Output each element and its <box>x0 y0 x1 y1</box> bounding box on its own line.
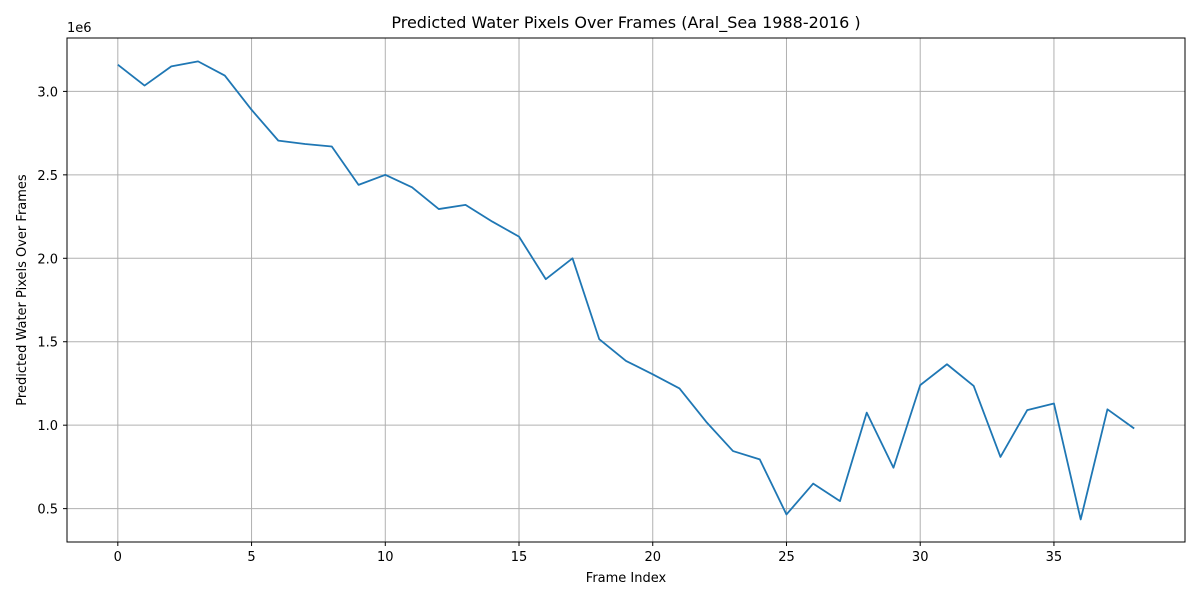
y-tick-label: 0.5 <box>37 503 58 518</box>
y-axis-scale-label: 1e6 <box>67 21 92 36</box>
y-axis: 0.5 1.0 1.5 2.0 2.5 3.0 <box>37 85 67 518</box>
x-tick-label: 30 <box>912 550 929 565</box>
x-axis: 0 5 10 15 20 25 30 35 <box>114 542 1063 565</box>
x-axis-title: Frame Index <box>586 571 667 586</box>
y-tick-label: 2.0 <box>37 252 58 267</box>
x-tick-label: 20 <box>644 550 661 565</box>
x-tick-label: 5 <box>247 550 255 565</box>
x-tick-label: 15 <box>511 550 528 565</box>
grid <box>67 38 1185 542</box>
y-tick-label: 1.0 <box>37 419 58 434</box>
axes-frame <box>66 37 1186 543</box>
x-tick-label: 0 <box>114 550 122 565</box>
x-tick-label: 35 <box>1046 550 1063 565</box>
series-layer <box>117 60 1135 521</box>
plot-area <box>67 38 1185 542</box>
y-tick-label: 1.5 <box>37 336 58 351</box>
x-tick-label: 10 <box>377 550 394 565</box>
y-tick-label: 3.0 <box>37 85 58 100</box>
y-tick-label: 2.5 <box>37 169 58 184</box>
chart-title: Predicted Water Pixels Over Frames (Aral… <box>391 13 860 33</box>
series-line <box>117 60 1135 521</box>
y-axis-title: Predicted Water Pixels Over Frames <box>15 174 30 406</box>
x-tick-label: 25 <box>778 550 795 565</box>
